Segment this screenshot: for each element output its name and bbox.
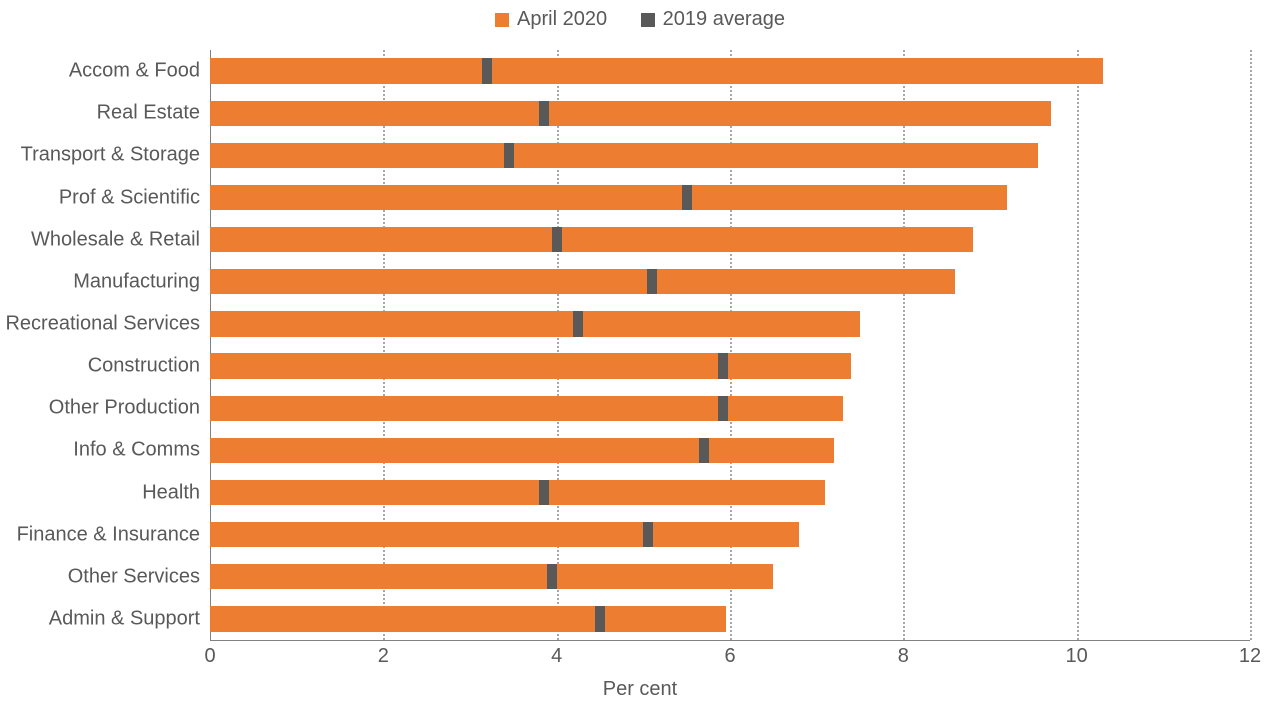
bar	[210, 438, 834, 463]
gridline	[1077, 50, 1079, 640]
y-tick-label: Info & Comms	[0, 439, 200, 462]
y-tick-label: Other Production	[0, 397, 200, 420]
point-marker	[539, 480, 549, 505]
legend-swatch-series-1	[641, 13, 655, 27]
y-axis-line	[210, 50, 211, 640]
x-tick-label: 12	[1239, 645, 1261, 668]
point-marker	[647, 269, 657, 294]
y-tick-label: Health	[0, 481, 200, 504]
bar	[210, 269, 955, 294]
x-tick-label: 2	[378, 645, 389, 668]
y-tick-label: Transport & Storage	[0, 144, 200, 167]
point-marker	[539, 101, 549, 126]
y-tick-label: Other Services	[0, 565, 200, 588]
point-marker	[482, 58, 492, 83]
point-marker	[643, 522, 653, 547]
legend-label-series-0: April 2020	[517, 8, 607, 31]
point-marker	[682, 185, 692, 210]
legend: April 2020 2019 average	[0, 8, 1280, 33]
y-tick-label: Admin & Support	[0, 607, 200, 630]
bar	[210, 606, 726, 631]
point-marker	[699, 438, 709, 463]
legend-label-series-1: 2019 average	[663, 8, 785, 31]
point-marker	[718, 396, 728, 421]
legend-item-april-2020: April 2020	[495, 8, 607, 31]
y-tick-label: Wholesale & Retail	[0, 228, 200, 251]
x-tick-label: 0	[204, 645, 215, 668]
y-tick-label: Finance & Insurance	[0, 523, 200, 546]
y-tick-label: Recreational Services	[0, 312, 200, 335]
x-tick-label: 6	[724, 645, 735, 668]
y-tick-label: Real Estate	[0, 102, 200, 125]
bar	[210, 522, 799, 547]
gridline	[1250, 50, 1252, 640]
legend-swatch-series-0	[495, 13, 509, 27]
y-tick-label: Prof & Scientific	[0, 186, 200, 209]
bar	[210, 143, 1038, 168]
point-marker	[718, 353, 728, 378]
bar	[210, 353, 851, 378]
x-axis-line	[210, 640, 1250, 641]
x-tick-label: 8	[898, 645, 909, 668]
y-tick-label: Manufacturing	[0, 270, 200, 293]
y-tick-label: Construction	[0, 355, 200, 378]
y-tick-label: Accom & Food	[0, 60, 200, 83]
bar	[210, 101, 1051, 126]
bar	[210, 185, 1007, 210]
legend-item-2019-average: 2019 average	[641, 8, 785, 31]
bar	[210, 58, 1103, 83]
bar	[210, 227, 973, 252]
x-axis-title: Per cent	[0, 678, 1280, 701]
bar	[210, 396, 843, 421]
bar	[210, 311, 860, 336]
x-tick-label: 10	[1066, 645, 1088, 668]
gridline	[383, 50, 385, 640]
point-marker	[504, 143, 514, 168]
point-marker	[595, 606, 605, 631]
point-marker	[573, 311, 583, 336]
bar	[210, 480, 825, 505]
chart-container: April 2020 2019 average Per cent 0 2 4 6 8 10…	[0, 0, 1280, 720]
point-marker	[547, 564, 557, 589]
gridline	[557, 50, 559, 640]
plot-area	[210, 50, 1250, 640]
bar	[210, 564, 773, 589]
x-tick-label: 4	[551, 645, 562, 668]
point-marker	[552, 227, 562, 252]
gridline	[730, 50, 732, 640]
gridline	[903, 50, 905, 640]
